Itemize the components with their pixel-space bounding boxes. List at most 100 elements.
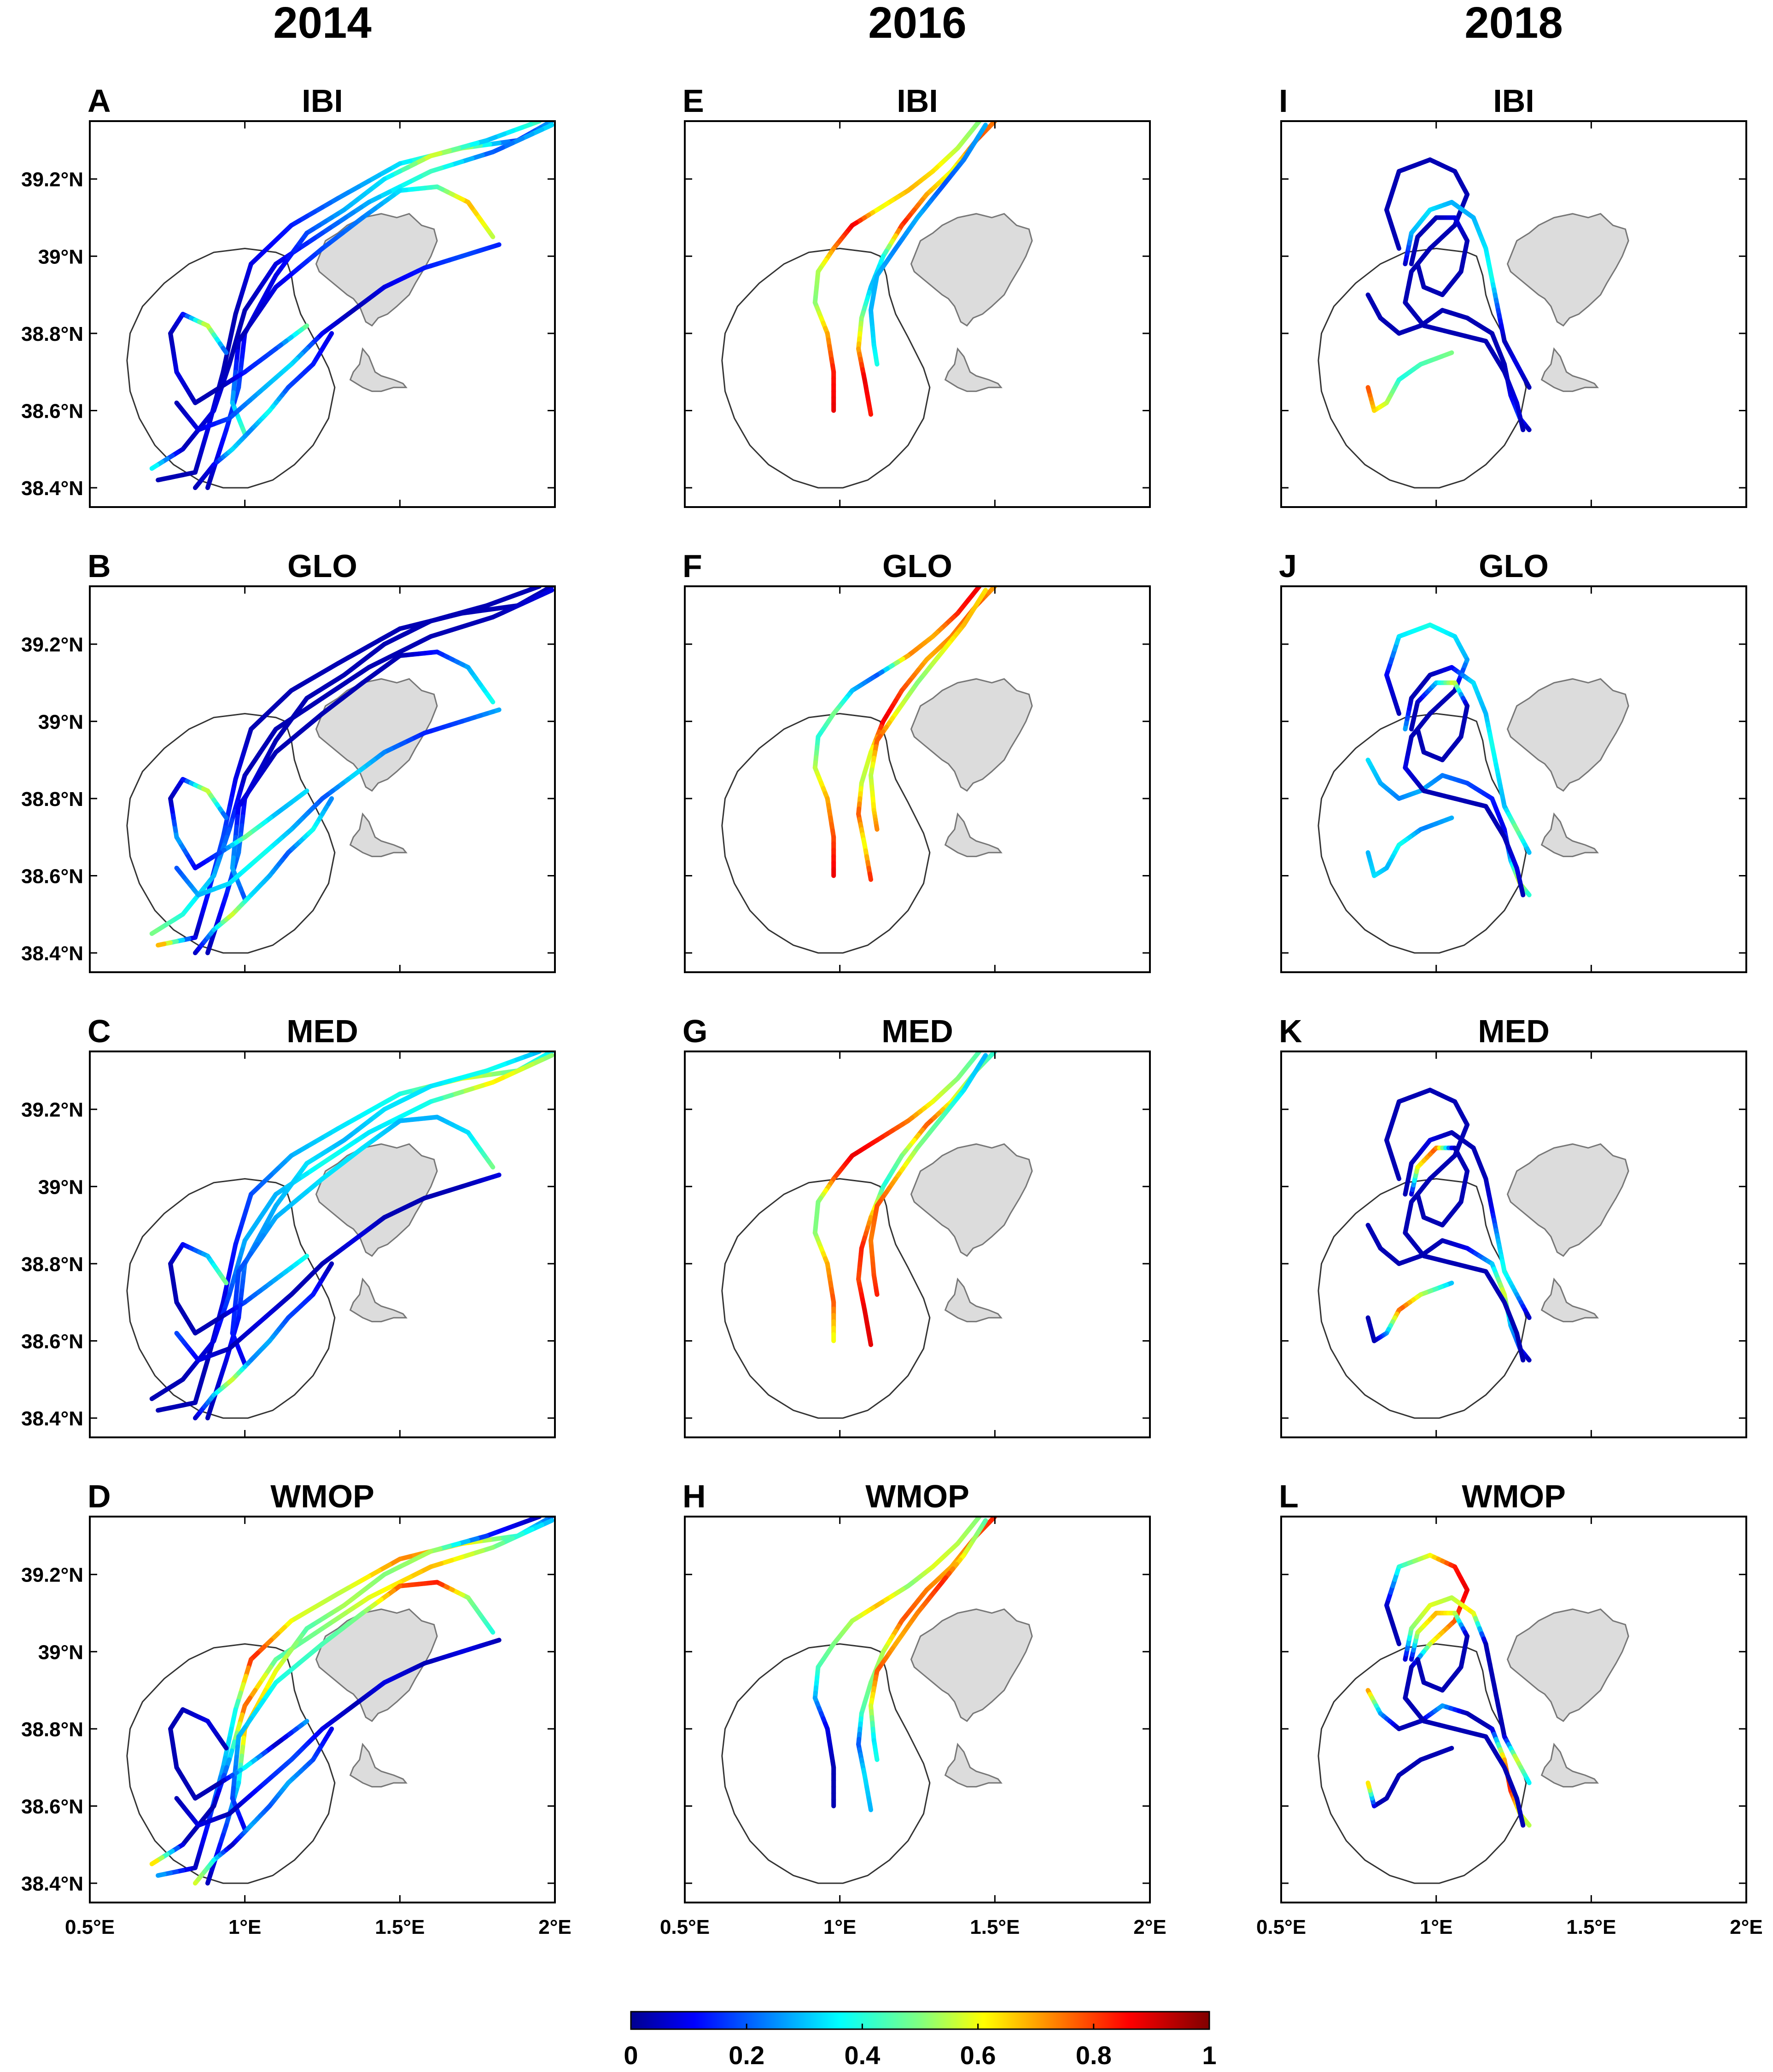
panel-title: GLO — [1479, 548, 1549, 584]
trajectory — [168, 1707, 309, 1801]
y-tick-label: 39.2°N — [21, 1564, 83, 1587]
axes-frame — [1280, 585, 1747, 973]
panel-H: 0.5°E 1°E 1.5°E 2°E H WMOP — [660, 1478, 1166, 1938]
study-area-outline — [126, 1643, 336, 1884]
trajectory — [1384, 157, 1526, 432]
trajectory — [812, 1517, 982, 1809]
y-tick-label: 38.4°N — [21, 942, 83, 965]
x-tick-label: 1.5°E — [375, 1916, 425, 1938]
x-tick-label: 1.5°E — [970, 1916, 1020, 1938]
islet-land — [1540, 812, 1599, 858]
trajectory — [205, 586, 542, 956]
trajectory — [192, 796, 334, 956]
year-title-2016: 2016 — [868, 0, 967, 47]
y-tick-label: 39°N — [38, 1176, 83, 1198]
trajectory-segment — [156, 1872, 167, 1878]
y-tick-label: 39°N — [38, 1641, 83, 1663]
trajectory — [1365, 1280, 1454, 1343]
trajectory-segment — [240, 1821, 247, 1832]
y-tick-label: 38.6°N — [21, 1796, 83, 1818]
panel-letter: E — [682, 83, 704, 119]
trajectory-segment — [1525, 1311, 1532, 1320]
panel-letter: L — [1279, 1478, 1299, 1514]
x-tick-label: 2°E — [1730, 1916, 1762, 1938]
colorbar-tick-label: 0.2 — [729, 2041, 764, 2070]
y-tick-label: 38.6°N — [21, 400, 83, 423]
trajectory-segment — [1365, 850, 1371, 859]
trajectory-segment — [174, 865, 183, 875]
trajectory-segment — [867, 871, 873, 882]
island-land — [1506, 1608, 1629, 1722]
trajectory-segment — [1415, 1657, 1421, 1666]
islet-land — [944, 812, 1003, 858]
trajectory — [168, 312, 309, 405]
plot-area — [1281, 586, 1746, 972]
x-tick-label: 1.5°E — [1566, 1916, 1616, 1938]
trajectory-segment — [156, 1407, 167, 1413]
trajectory-segment — [1525, 426, 1532, 432]
year-title-2018: 2018 — [1464, 0, 1563, 47]
trajectory-segment — [874, 824, 880, 832]
axes-frame — [684, 1051, 1151, 1438]
colorbar-tick-label: 0 — [624, 2041, 638, 2070]
axes-frame — [684, 120, 1151, 508]
x-tick-label: 0.5°E — [1256, 1916, 1306, 1938]
islet-land — [1540, 1277, 1599, 1323]
trajectory-segment — [174, 1331, 183, 1340]
trajectory-segment — [874, 1754, 880, 1762]
y-tick-label: 39.2°N — [21, 1099, 83, 1121]
trajectory — [869, 1053, 988, 1297]
panel-letter: J — [1279, 548, 1297, 584]
trajectory-segment — [205, 941, 213, 956]
trajectory-segment — [326, 796, 334, 806]
study-area-outline — [721, 712, 931, 954]
islet-land — [1540, 1742, 1599, 1788]
trajectory-segment — [867, 406, 873, 417]
y-tick-label: 38.4°N — [21, 477, 83, 500]
plot-area — [1281, 121, 1746, 507]
trajectory-segment — [221, 1276, 229, 1285]
colorbar-gradient — [630, 2011, 1210, 2030]
islet-land — [944, 1742, 1003, 1788]
trajectory-segment — [326, 1726, 334, 1737]
trajectory — [168, 1242, 309, 1336]
trajectory-segment — [874, 359, 880, 367]
panel-J: J GLO — [1279, 548, 1747, 973]
trajectory-segment — [1520, 1818, 1526, 1828]
plot-area — [1281, 1051, 1746, 1437]
trajectory — [174, 1173, 502, 1363]
trajectory-segment — [156, 941, 167, 948]
trajectory — [1403, 1595, 1532, 1786]
trajectory-segment — [240, 426, 247, 436]
study-area-outline — [721, 247, 931, 489]
trajectory-segment — [240, 891, 247, 901]
panel-title: MED — [881, 1013, 953, 1049]
island-land — [315, 1143, 438, 1257]
trajectory-segment — [1415, 1192, 1421, 1201]
trajectory-segment — [1520, 423, 1526, 432]
trajectory — [1409, 680, 1470, 763]
trajectory-segment — [326, 331, 334, 341]
x-tick-label: 0.5°E — [660, 1916, 710, 1938]
trajectory — [174, 1638, 502, 1828]
trajectory — [168, 777, 309, 870]
colorbar-tick-label: 0.8 — [1076, 2041, 1112, 2070]
trajectory — [230, 1580, 496, 1832]
trajectory-segment — [205, 476, 213, 490]
trajectory — [869, 588, 988, 832]
trajectory-segment — [1525, 1821, 1532, 1828]
trajectory-segment — [156, 476, 167, 483]
trajectory — [192, 331, 334, 490]
axes-frame — [89, 1051, 556, 1438]
trajectory-segment — [149, 1393, 159, 1401]
axes-frame — [684, 585, 1151, 973]
trajectory — [812, 1051, 982, 1343]
axes-frame — [1280, 1516, 1747, 1903]
trajectory — [1365, 815, 1454, 878]
x-tick-label: 0.5°E — [65, 1916, 115, 1938]
islet-land — [944, 347, 1003, 392]
panel-title: GLO — [287, 548, 357, 584]
panel-letter: B — [87, 548, 111, 584]
panel-letter: H — [682, 1478, 706, 1514]
island-land — [910, 678, 1033, 792]
